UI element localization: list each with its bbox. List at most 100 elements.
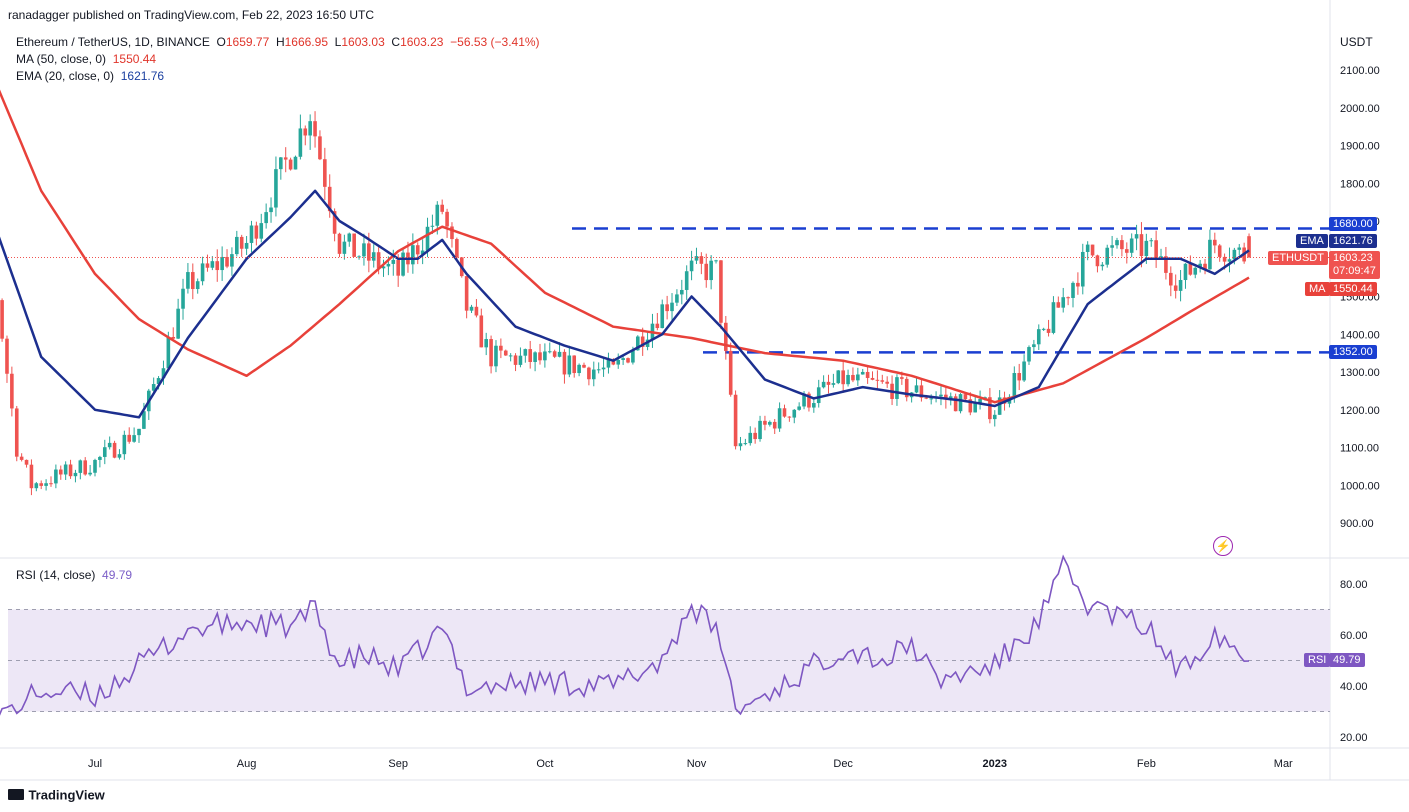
candle-body — [1027, 347, 1031, 362]
candle-body — [860, 371, 865, 375]
candle-body — [455, 239, 459, 258]
price-tick-label: 2000.00 — [1340, 103, 1380, 115]
footer-brand[interactable]: TradingView — [8, 786, 105, 804]
candle-body — [924, 397, 929, 399]
rsi-band — [8, 609, 1330, 712]
candle-body — [772, 421, 777, 429]
candle-body — [572, 355, 577, 374]
legend-ema-value: 1621.76 — [120, 69, 165, 83]
candle-body — [269, 207, 273, 213]
candle-body — [1183, 263, 1188, 281]
candle-body — [78, 460, 83, 473]
candle-body — [1080, 251, 1085, 287]
candle-body — [836, 370, 841, 384]
candle-body — [963, 394, 968, 400]
candle-body — [254, 225, 259, 239]
candle-body — [577, 364, 581, 374]
legend-high-label: H — [275, 35, 285, 49]
candle-body — [112, 442, 117, 458]
candle-body — [714, 260, 718, 262]
candle-body — [122, 434, 127, 455]
rsi-value: 49.79 — [102, 568, 133, 582]
candle-body — [802, 393, 806, 407]
candle-body — [88, 472, 92, 475]
candle-body — [543, 351, 547, 361]
candle-body — [1012, 373, 1017, 397]
legend-low-label: L — [334, 35, 342, 49]
candle-body — [1164, 256, 1168, 273]
candle-body — [489, 339, 493, 367]
candle-body — [547, 351, 552, 353]
legend-ema-label: EMA (20, close, 0) — [16, 69, 115, 83]
candle-body — [601, 367, 606, 370]
candle-body — [675, 294, 679, 303]
candle-body — [694, 256, 699, 261]
candle-body — [127, 434, 132, 442]
candle-body — [640, 336, 645, 347]
candle-body — [479, 315, 484, 348]
candle-body — [900, 377, 904, 379]
candle-body — [107, 442, 112, 448]
candle-body — [161, 368, 166, 379]
candle-body — [1193, 267, 1198, 275]
candle-body — [1208, 239, 1212, 270]
lightning-icon[interactable]: ⚡ — [1213, 536, 1233, 556]
candle-body — [1090, 244, 1095, 256]
candle-body — [1056, 302, 1061, 308]
price-tick-label: 1100.00 — [1340, 443, 1379, 455]
candle-body — [1036, 329, 1041, 345]
close-price-tag: 1603.23 07:09:47 — [1329, 251, 1380, 279]
time-axis-label: Jul — [88, 758, 102, 770]
candle-body — [1105, 247, 1110, 265]
candle-body — [210, 261, 215, 268]
candle-body — [758, 420, 762, 440]
candle-body — [474, 306, 479, 316]
candle-body — [58, 469, 63, 475]
candle-body — [728, 350, 733, 395]
rsi-line — [0, 554, 1250, 716]
candle-body — [733, 394, 738, 447]
candle-body — [944, 394, 948, 400]
candle-body — [249, 225, 254, 243]
price-tick-label: 1300.00 — [1340, 367, 1380, 379]
candle-body — [308, 121, 312, 136]
candle-body — [763, 420, 767, 425]
candle-body — [435, 204, 440, 226]
candle-body — [1247, 236, 1251, 258]
rsi-legend: RSI (14, close) 49.79 — [16, 568, 132, 582]
candle-body — [279, 157, 283, 170]
candle-body — [621, 358, 625, 360]
candle-body — [973, 402, 977, 413]
candle-body — [1046, 328, 1051, 333]
ma-line — [0, 89, 1250, 404]
candle-body — [821, 381, 826, 388]
candle-body — [856, 374, 860, 381]
candle-body — [689, 260, 694, 272]
candle-body — [631, 350, 635, 363]
candle-body — [54, 469, 58, 484]
candle-body — [596, 369, 601, 371]
candle-body — [513, 355, 518, 365]
candle-body — [1115, 240, 1119, 246]
candle-body — [953, 396, 958, 412]
candle-body — [885, 381, 889, 384]
candle-body — [968, 399, 973, 413]
candle-body — [538, 352, 542, 361]
candle-body — [117, 454, 122, 458]
candle-body — [699, 256, 704, 264]
legend-main: Ethereum / TetherUS, 1D, BINANCE O1659.7… — [16, 35, 540, 49]
candle-body — [865, 371, 870, 378]
candle-body — [562, 351, 567, 375]
rsi-tick-label: 20.00 — [1340, 732, 1368, 744]
brand-name: TradingView — [28, 787, 105, 803]
candle-body — [997, 397, 1002, 415]
price-tick-label: 1400.00 — [1340, 329, 1380, 341]
candle-body — [283, 157, 288, 160]
candle-body — [244, 242, 249, 249]
candle-body — [1110, 245, 1114, 248]
price-tick-label: 1200.00 — [1340, 405, 1380, 417]
candle-body — [313, 121, 317, 137]
time-axis-label: Mar — [1274, 758, 1293, 770]
candle-body — [1051, 302, 1056, 333]
